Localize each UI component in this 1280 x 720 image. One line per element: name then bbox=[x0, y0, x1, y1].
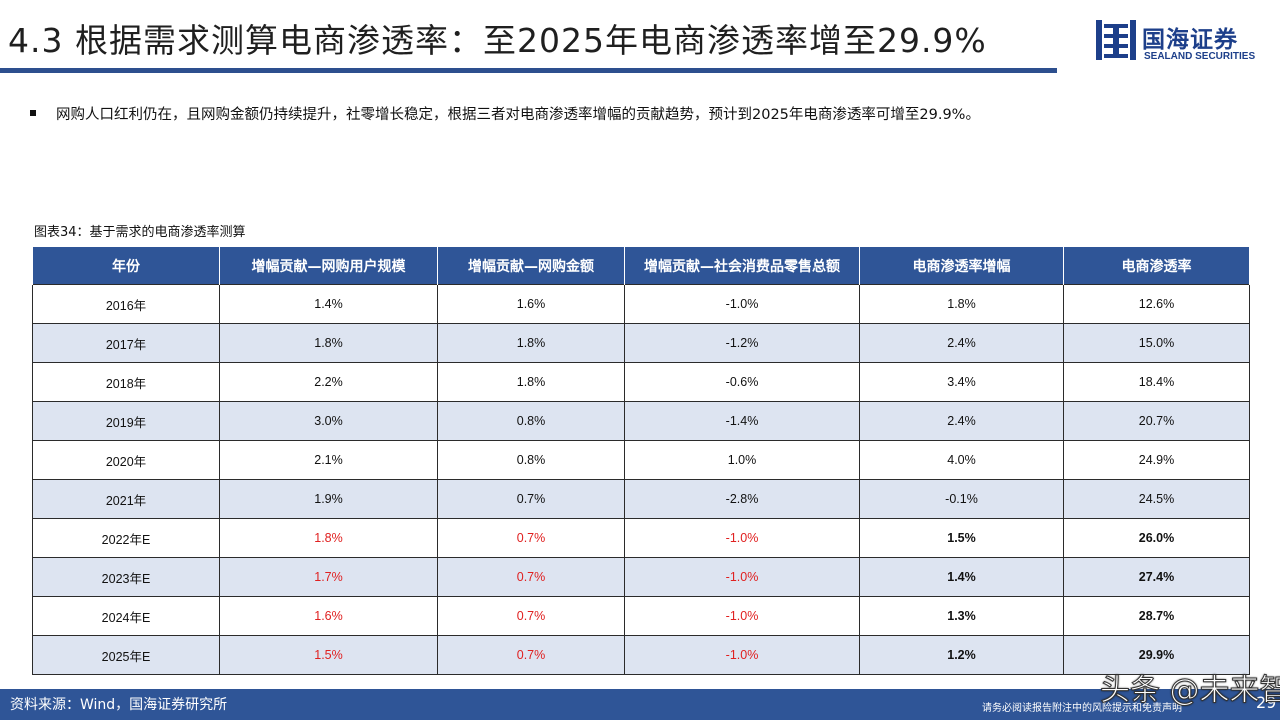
cell-rate: 20.7% bbox=[1063, 401, 1250, 441]
cell-users: 1.4% bbox=[219, 284, 438, 324]
header-retail: 增幅贡献—社会消费品零售总额 bbox=[624, 247, 860, 285]
cell-amount: 1.6% bbox=[437, 284, 625, 324]
bullet-text: 网购人口红利仍在，且网购金额仍持续提升，社零增长稳定，根据三者对电商渗透率增幅的… bbox=[56, 107, 980, 123]
cell-users: 2.2% bbox=[219, 362, 438, 402]
watermark: 头条 @未来智库 bbox=[1100, 673, 1280, 709]
cell-retail: -1.0% bbox=[624, 518, 860, 558]
cell-growth: 1.2% bbox=[859, 635, 1064, 675]
table-row-forecast: 2023年E 1.7% 0.7% -1.0% 1.4% 27.4% bbox=[32, 557, 1250, 597]
bullet-point: 网购人口红利仍在，且网购金额仍持续提升，社零增长稳定，根据三者对电商渗透率增幅的… bbox=[30, 103, 980, 124]
cell-retail: -1.0% bbox=[624, 635, 860, 675]
cell-users: 1.8% bbox=[219, 518, 438, 558]
cell-growth: 1.3% bbox=[859, 596, 1064, 636]
bullet-icon bbox=[30, 110, 36, 116]
cell-amount: 0.7% bbox=[437, 596, 625, 636]
table-row: 2017年 1.8% 1.8% -1.2% 2.4% 15.0% bbox=[32, 323, 1250, 363]
cell-year: 2024年E bbox=[32, 596, 220, 636]
penetration-table: 年份 增幅贡献—网购用户规模 增幅贡献—网购金额 增幅贡献—社会消费品零售总额 … bbox=[32, 247, 1250, 675]
cell-year: 2019年 bbox=[32, 401, 220, 441]
cell-growth: 2.4% bbox=[859, 323, 1064, 363]
sealand-logo-icon bbox=[1096, 20, 1136, 60]
cell-rate: 24.5% bbox=[1063, 479, 1250, 519]
header-users: 增幅贡献—网购用户规模 bbox=[219, 247, 438, 285]
table-row-forecast: 2024年E 1.6% 0.7% -1.0% 1.3% 28.7% bbox=[32, 596, 1250, 636]
table-row-forecast: 2025年E 1.5% 0.7% -1.0% 1.2% 29.9% bbox=[32, 635, 1250, 675]
cell-users: 1.9% bbox=[219, 479, 438, 519]
company-logo: 国海证券 SEALAND SECURITIES bbox=[1094, 16, 1270, 68]
cell-growth: 4.0% bbox=[859, 440, 1064, 480]
header-year: 年份 bbox=[32, 247, 220, 285]
cell-year: 2017年 bbox=[32, 323, 220, 363]
cell-amount: 0.8% bbox=[437, 401, 625, 441]
cell-amount: 0.7% bbox=[437, 557, 625, 597]
cell-retail: -2.8% bbox=[624, 479, 860, 519]
cell-retail: -1.4% bbox=[624, 401, 860, 441]
cell-growth: 1.4% bbox=[859, 557, 1064, 597]
cell-users: 2.1% bbox=[219, 440, 438, 480]
cell-amount: 0.7% bbox=[437, 518, 625, 558]
page-title: 4.3 根据需求测算电商渗透率：至2025年电商渗透率增至29.9% bbox=[8, 21, 987, 60]
cell-amount: 0.7% bbox=[437, 635, 625, 675]
header-rate: 电商渗透率 bbox=[1063, 247, 1250, 285]
cell-users: 1.8% bbox=[219, 323, 438, 363]
cell-growth: 1.5% bbox=[859, 518, 1064, 558]
cell-users: 1.5% bbox=[219, 635, 438, 675]
table-row: 2021年 1.9% 0.7% -2.8% -0.1% 24.5% bbox=[32, 479, 1250, 519]
cell-growth: 2.4% bbox=[859, 401, 1064, 441]
cell-year: 2022年E bbox=[32, 518, 220, 558]
cell-retail: -1.0% bbox=[624, 596, 860, 636]
disclaimer: 请务必阅读报告附注中的风险提示和免责声明 bbox=[982, 703, 1182, 714]
table-row-forecast: 2022年E 1.8% 0.7% -1.0% 1.5% 26.0% bbox=[32, 518, 1250, 558]
cell-year: 2021年 bbox=[32, 479, 220, 519]
table-row: 2019年 3.0% 0.8% -1.4% 2.4% 20.7% bbox=[32, 401, 1250, 441]
data-source: 资料来源：Wind，国海证券研究所 bbox=[10, 697, 228, 713]
cell-users: 3.0% bbox=[219, 401, 438, 441]
cell-rate: 24.9% bbox=[1063, 440, 1250, 480]
cell-retail: -1.0% bbox=[624, 557, 860, 597]
table-row: 2018年 2.2% 1.8% -0.6% 3.4% 18.4% bbox=[32, 362, 1250, 402]
cell-users: 1.6% bbox=[219, 596, 438, 636]
page-number: 29 bbox=[1256, 693, 1277, 712]
cell-growth: 3.4% bbox=[859, 362, 1064, 402]
cell-growth: 1.8% bbox=[859, 284, 1064, 324]
cell-amount: 1.8% bbox=[437, 323, 625, 363]
footer-bar bbox=[0, 689, 1280, 720]
cell-amount: 1.8% bbox=[437, 362, 625, 402]
title-divider bbox=[0, 68, 1057, 73]
cell-users: 1.7% bbox=[219, 557, 438, 597]
header-growth: 电商渗透率增幅 bbox=[859, 247, 1064, 285]
cell-rate: 28.7% bbox=[1063, 596, 1250, 636]
table-row: 2020年 2.1% 0.8% 1.0% 4.0% 24.9% bbox=[32, 440, 1250, 480]
table-row: 2016年 1.4% 1.6% -1.0% 1.8% 12.6% bbox=[32, 284, 1250, 324]
table-caption: 图表34：基于需求的电商渗透率测算 bbox=[34, 225, 246, 240]
cell-year: 2020年 bbox=[32, 440, 220, 480]
cell-year: 2025年E bbox=[32, 635, 220, 675]
cell-rate: 27.4% bbox=[1063, 557, 1250, 597]
cell-rate: 12.6% bbox=[1063, 284, 1250, 324]
logo-english-name: SEALAND SECURITIES bbox=[1144, 51, 1256, 62]
cell-rate: 29.9% bbox=[1063, 635, 1250, 675]
cell-year: 2023年E bbox=[32, 557, 220, 597]
cell-year: 2016年 bbox=[32, 284, 220, 324]
logo-chinese-name: 国海证券 bbox=[1142, 27, 1238, 53]
cell-retail: 1.0% bbox=[624, 440, 860, 480]
header-amount: 增幅贡献—网购金额 bbox=[437, 247, 625, 285]
cell-year: 2018年 bbox=[32, 362, 220, 402]
cell-retail: -1.0% bbox=[624, 284, 860, 324]
cell-retail: -1.2% bbox=[624, 323, 860, 363]
cell-retail: -0.6% bbox=[624, 362, 860, 402]
cell-rate: 15.0% bbox=[1063, 323, 1250, 363]
cell-rate: 26.0% bbox=[1063, 518, 1250, 558]
cell-rate: 18.4% bbox=[1063, 362, 1250, 402]
cell-growth: -0.1% bbox=[859, 479, 1064, 519]
cell-amount: 0.8% bbox=[437, 440, 625, 480]
table-header-row: 年份 增幅贡献—网购用户规模 增幅贡献—网购金额 增幅贡献—社会消费品零售总额 … bbox=[32, 247, 1250, 285]
cell-amount: 0.7% bbox=[437, 479, 625, 519]
